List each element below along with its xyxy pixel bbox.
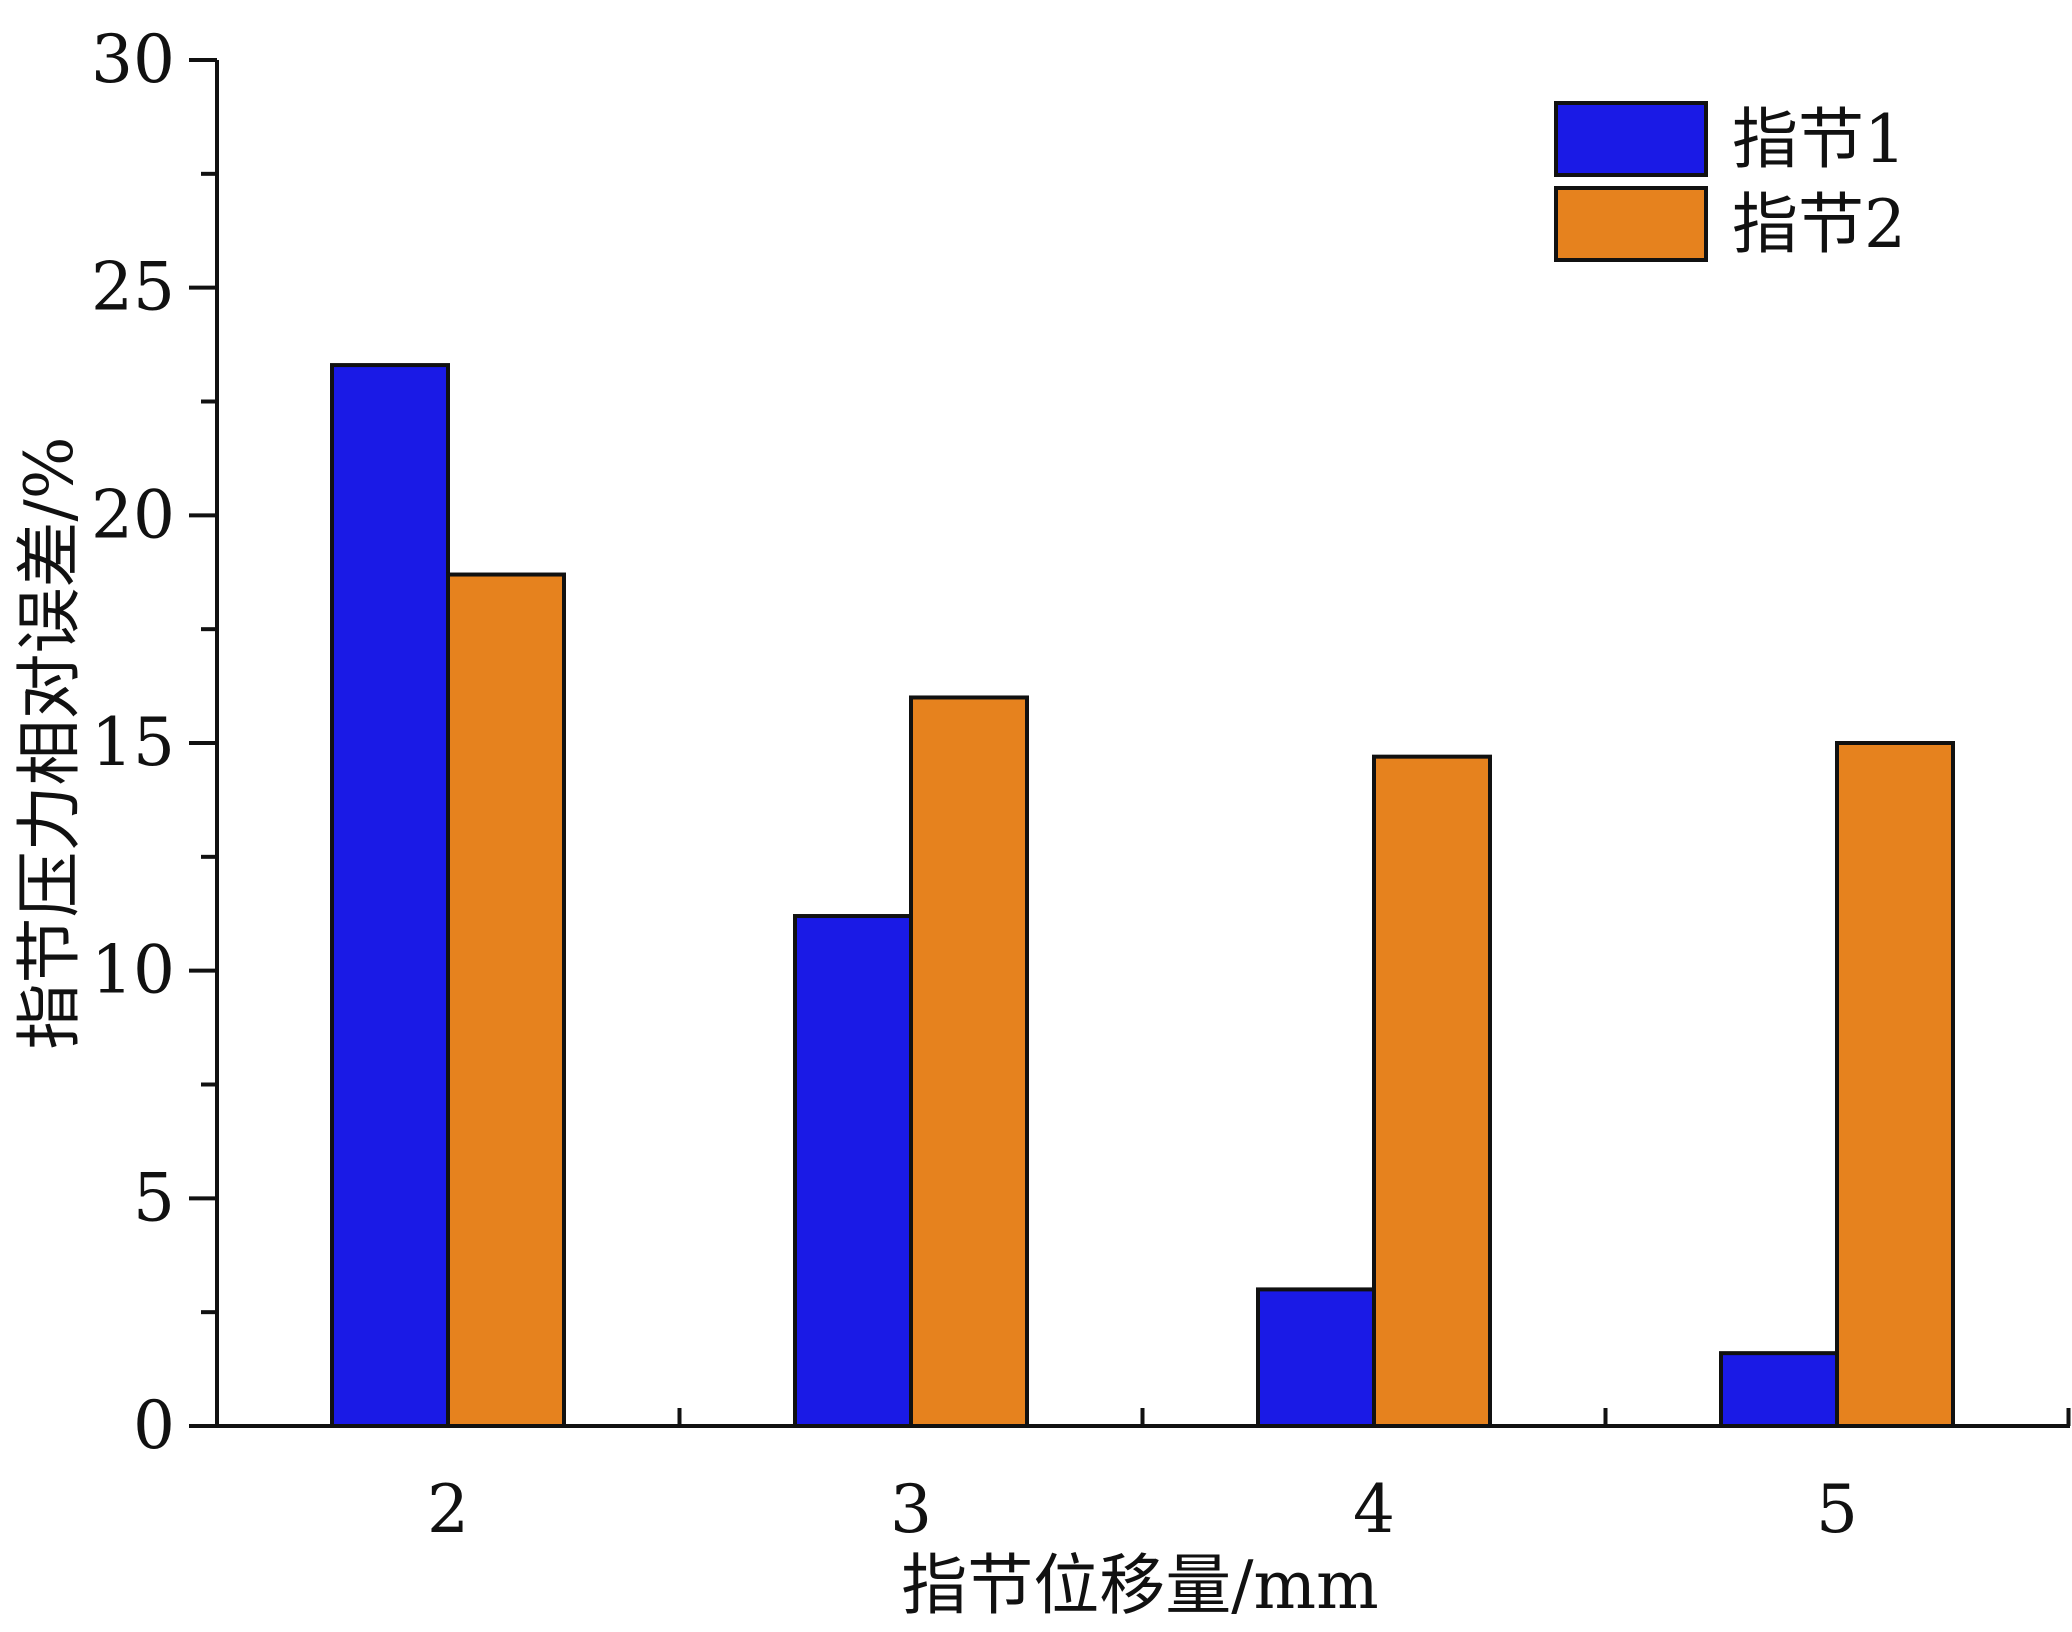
x-tick-label: 3	[890, 1471, 932, 1548]
bar-series-2-5	[1835, 741, 1955, 1428]
bar-series-2-3	[909, 695, 1029, 1428]
bar-series-2-2	[446, 572, 566, 1428]
x-tick-label: 5	[1816, 1471, 1858, 1548]
y-tick-label: 20	[91, 476, 175, 553]
legend-swatch-series-2	[1554, 186, 1708, 262]
x-tick-label: 2	[427, 1471, 469, 1548]
legend: 指节1 指节2	[1554, 101, 1906, 263]
y-axis-label: 指节压力相对误差/%	[11, 437, 88, 1050]
y-tick-label: 30	[91, 21, 175, 98]
x-tick-label: 4	[1353, 1471, 1395, 1548]
y-tick-label: 25	[91, 249, 175, 326]
legend-swatch-series-1	[1554, 101, 1708, 177]
legend-label-series-1: 指节1	[1732, 101, 1906, 178]
bar-series-1-5	[1719, 1351, 1839, 1428]
y-tick-label: 15	[91, 704, 175, 781]
y-ticks: 0 5 10 15 20 25 30	[91, 21, 217, 1464]
legend-label-series-2: 指节2	[1732, 186, 1906, 263]
bars-layer	[330, 363, 1955, 1429]
y-tick-label: 5	[133, 1159, 175, 1236]
x-ticks: 2 3 4 5	[427, 1408, 2071, 1548]
bar-series-1-4	[1256, 1287, 1376, 1429]
bar-series-1-3	[793, 914, 913, 1428]
y-tick-label: 0	[133, 1387, 175, 1464]
y-tick-label: 10	[91, 932, 175, 1009]
x-axis-label: 指节位移量/mm	[901, 1547, 1378, 1624]
bar-series-1-2	[330, 363, 450, 1428]
bar-series-2-4	[1372, 754, 1492, 1428]
